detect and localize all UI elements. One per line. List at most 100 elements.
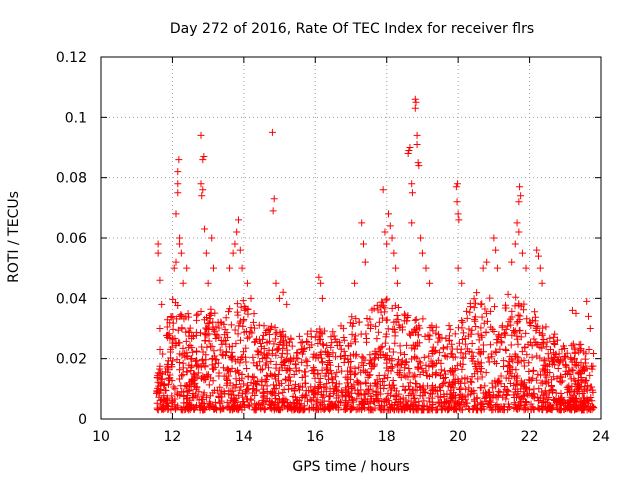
data-point [452, 406, 460, 414]
data-point [508, 365, 516, 373]
data-point [239, 322, 247, 330]
data-point [196, 329, 204, 337]
data-point [406, 379, 414, 387]
data-point [234, 330, 242, 338]
data-point [307, 333, 315, 341]
data-point [422, 264, 430, 272]
data-point [468, 339, 476, 347]
data-point [429, 327, 437, 335]
data-point [539, 405, 547, 413]
data-point [197, 131, 205, 139]
data-point [244, 401, 252, 409]
data-point [363, 338, 371, 346]
data-point [408, 189, 416, 197]
data-point [522, 384, 530, 392]
data-point [210, 365, 218, 373]
data-point [370, 355, 378, 363]
data-point [508, 331, 516, 339]
data-point [266, 337, 274, 345]
data-point [585, 312, 592, 320]
data-point [410, 395, 418, 403]
data-point [531, 317, 539, 325]
data-point [314, 385, 322, 393]
data-point [533, 246, 541, 254]
data-point [454, 264, 462, 272]
data-point [207, 374, 215, 382]
data-point [477, 383, 485, 391]
data-point [550, 373, 558, 381]
data-point [517, 333, 525, 341]
data-point [260, 322, 268, 330]
data-point [189, 348, 197, 356]
data-point [168, 392, 176, 400]
data-point [373, 376, 381, 384]
data-point [194, 310, 202, 318]
data-point [402, 373, 410, 381]
data-point [227, 391, 235, 399]
data-point [241, 302, 249, 310]
data-point [432, 369, 440, 377]
data-point [401, 312, 409, 320]
data-point [535, 252, 542, 260]
data-point [383, 359, 391, 367]
data-point [505, 367, 513, 375]
data-point [561, 352, 569, 360]
data-point [270, 195, 278, 203]
data-point [316, 336, 324, 344]
data-point [226, 379, 234, 387]
data-point [205, 381, 213, 389]
data-point [511, 385, 519, 393]
data-point [451, 365, 459, 373]
data-point [502, 325, 510, 333]
data-point [578, 390, 586, 398]
data-point [526, 318, 534, 326]
data-point [352, 332, 360, 340]
data-point [506, 353, 514, 361]
data-point [211, 327, 219, 335]
data-point [379, 186, 387, 194]
data-point [198, 343, 206, 351]
data-point [275, 366, 283, 374]
data-point [486, 294, 494, 302]
data-point [515, 198, 523, 206]
data-point [482, 328, 490, 336]
data-point [419, 386, 427, 394]
data-point [202, 351, 210, 359]
data-point [321, 372, 329, 380]
data-point [484, 400, 492, 408]
data-point [459, 318, 467, 326]
data-point [565, 398, 573, 406]
data-point [281, 357, 289, 365]
data-point [541, 387, 549, 395]
data-point [533, 352, 541, 360]
data-point [344, 367, 352, 375]
data-point [446, 325, 454, 333]
data-point [488, 325, 496, 333]
data-point [283, 300, 291, 308]
data-point [295, 332, 303, 340]
data-point [512, 293, 520, 301]
data-point [226, 264, 234, 272]
data-point [373, 301, 381, 309]
data-point [567, 406, 575, 414]
data-point [580, 367, 588, 375]
data-point [425, 362, 433, 370]
data-point [195, 388, 203, 396]
data-point [572, 358, 580, 366]
data-point [534, 370, 542, 378]
data-point [470, 396, 478, 404]
data-point [170, 383, 178, 391]
data-point [571, 388, 579, 396]
data-point [177, 311, 185, 319]
data-point [538, 388, 546, 396]
data-point [276, 328, 284, 336]
data-point [465, 325, 473, 333]
data-point [298, 374, 306, 382]
data-point [533, 340, 541, 348]
data-point [560, 406, 568, 414]
data-point [247, 294, 255, 302]
data-point [471, 360, 479, 368]
data-point [441, 367, 449, 375]
data-point [178, 388, 186, 396]
data-point [317, 399, 325, 407]
